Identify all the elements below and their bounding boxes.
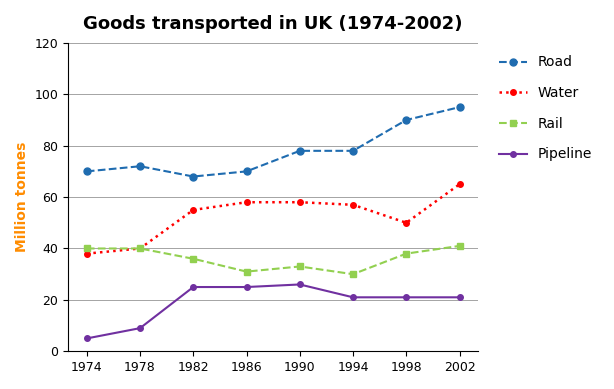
Line: Rail: Rail — [84, 242, 463, 278]
Water — [403, 221, 410, 225]
Water — [190, 208, 197, 212]
Pipeline — [243, 285, 251, 289]
Line: Pipeline: Pipeline — [84, 282, 462, 341]
Water — [136, 246, 144, 251]
Rail — [296, 264, 303, 269]
Line: Water: Water — [84, 181, 462, 256]
Pipeline — [190, 285, 197, 289]
Pipeline — [349, 295, 357, 300]
Pipeline — [403, 295, 410, 300]
Water — [243, 200, 251, 205]
Title: Goods transported in UK (1974-2002): Goods transported in UK (1974-2002) — [84, 15, 463, 33]
Road — [136, 164, 144, 168]
Road — [243, 169, 251, 174]
Rail — [403, 251, 410, 256]
Rail — [136, 246, 144, 251]
Road — [190, 174, 197, 179]
Pipeline — [136, 326, 144, 331]
Rail — [349, 272, 357, 277]
Rail — [190, 256, 197, 261]
Pipeline — [456, 295, 463, 300]
Rail — [83, 246, 90, 251]
Water — [296, 200, 303, 205]
Pipeline — [83, 336, 90, 341]
Road — [83, 169, 90, 174]
Water — [456, 182, 463, 187]
Road — [349, 149, 357, 153]
Road — [403, 117, 410, 122]
Legend: Road, Water, Rail, Pipeline: Road, Water, Rail, Pipeline — [493, 50, 597, 167]
Pipeline — [296, 282, 303, 287]
Line: Road: Road — [84, 103, 463, 180]
Water — [349, 202, 357, 207]
Road — [296, 149, 303, 153]
Road — [456, 105, 463, 109]
Rail — [243, 269, 251, 274]
Rail — [456, 244, 463, 248]
Water — [83, 251, 90, 256]
Y-axis label: Million tonnes: Million tonnes — [15, 142, 29, 252]
